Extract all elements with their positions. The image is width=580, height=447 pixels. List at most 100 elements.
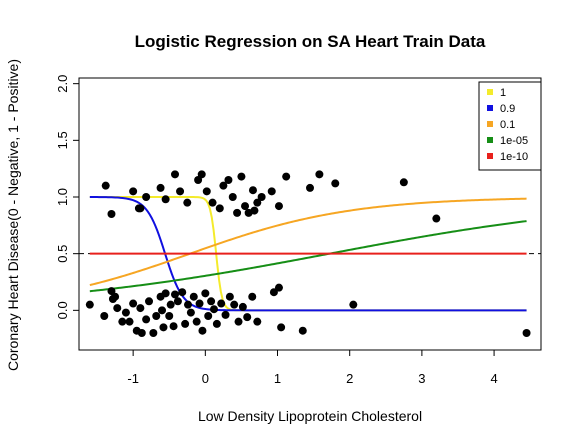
- data-point: [171, 290, 180, 299]
- x-tick-label: -1: [127, 371, 139, 386]
- data-point: [186, 308, 195, 317]
- data-point: [207, 297, 216, 306]
- data-point: [152, 312, 161, 320]
- data-point: [192, 317, 201, 326]
- legend: 1 0.9 0.1 1e-05 1e-10: [478, 81, 542, 171]
- data-point: [173, 297, 182, 306]
- data-point: [142, 193, 151, 201]
- data-point: [136, 204, 145, 213]
- data-point: [100, 312, 109, 320]
- x-tick-label: 3: [418, 371, 425, 386]
- data-point: [121, 308, 130, 317]
- y-tick-label: 0.5: [55, 245, 70, 263]
- y-tick-label: 1.5: [55, 131, 70, 149]
- x-axis-label: Low Density Lipoprotein Cholesterol: [198, 408, 422, 424]
- data-point: [217, 299, 226, 308]
- data-point: [212, 319, 221, 328]
- legend-swatch: [487, 105, 493, 111]
- data-point: [267, 187, 276, 196]
- legend-label: 0.9: [500, 103, 515, 115]
- data-point: [195, 299, 204, 308]
- data-point: [101, 181, 110, 190]
- data-point: [225, 292, 234, 301]
- legend-swatch: [487, 121, 493, 127]
- data-point: [432, 214, 441, 223]
- data-point: [208, 198, 217, 207]
- data-point: [137, 329, 146, 337]
- y-axis-ticks: 0.0 0.5 1.0 1.5 2.0: [55, 75, 79, 319]
- data-point: [125, 317, 134, 326]
- curves: [89, 196, 527, 312]
- data-point: [298, 326, 307, 335]
- data-point: [248, 292, 257, 301]
- chart-title: Logistic Regression on SA Heart Train Da…: [135, 32, 486, 51]
- data-point: [202, 187, 211, 196]
- data-point: [107, 210, 116, 218]
- data-point: [161, 195, 170, 204]
- data-point: [224, 176, 233, 184]
- data-point: [171, 170, 180, 179]
- data-point: [233, 208, 242, 217]
- data-point: [234, 317, 243, 326]
- data-point: [237, 172, 246, 181]
- data-point: [399, 178, 408, 187]
- data-point: [129, 187, 138, 196]
- data-point: [228, 193, 237, 201]
- data-point: [165, 312, 174, 320]
- data-point: [142, 315, 151, 324]
- data-point: [253, 317, 262, 326]
- data-point: [306, 183, 314, 192]
- data-point: [197, 170, 206, 179]
- data-point: [238, 302, 247, 311]
- y-tick-label: 0.0: [55, 301, 70, 319]
- legend-swatch: [487, 137, 493, 143]
- data-point: [282, 172, 291, 181]
- data-point: [85, 300, 94, 309]
- x-tick-label: 4: [490, 371, 497, 386]
- x-axis-ticks: -1 0 1 2 3 4: [127, 350, 498, 386]
- data-point: [136, 304, 145, 313]
- data-point: [198, 326, 207, 335]
- data-point: [315, 170, 324, 179]
- data-point: [111, 292, 120, 301]
- y-tick-label: 1.0: [55, 188, 70, 206]
- data-point: [129, 299, 138, 308]
- data-point: [181, 319, 190, 328]
- curve-1e-05: [89, 220, 527, 293]
- data-point: [166, 300, 175, 309]
- y-axis-label: Coronary Heart Disease(0 - Negative, 1 -…: [5, 59, 21, 371]
- data-point: [194, 176, 203, 184]
- data-point: [248, 186, 257, 195]
- data-point: [349, 300, 358, 309]
- legend-swatch: [487, 89, 493, 95]
- data-point: [243, 313, 252, 322]
- x-tick-label: 0: [202, 371, 209, 386]
- x-tick-label: 1: [274, 371, 281, 386]
- legend-label: 1e-05: [500, 135, 528, 147]
- data-point: [241, 202, 250, 211]
- data-point: [253, 198, 262, 207]
- data-point: [221, 310, 230, 319]
- data-point: [522, 329, 531, 337]
- data-point: [118, 317, 127, 326]
- data-points: [85, 170, 531, 337]
- data-point: [274, 283, 283, 292]
- data-point: [219, 181, 228, 190]
- data-point: [169, 322, 178, 331]
- data-point: [145, 297, 154, 306]
- legend-label: 1e-10: [500, 151, 528, 163]
- curve-0.1: [89, 197, 527, 287]
- data-point: [183, 198, 192, 207]
- data-point: [161, 289, 170, 298]
- data-point: [159, 323, 168, 332]
- data-point: [113, 304, 122, 313]
- data-point: [230, 300, 239, 309]
- legend-label: 0.1: [500, 119, 515, 131]
- data-point: [156, 183, 165, 192]
- data-point: [149, 329, 158, 337]
- y-tick-label: 2.0: [55, 75, 70, 93]
- data-point: [184, 300, 192, 309]
- data-point: [250, 206, 259, 215]
- data-point: [201, 289, 210, 298]
